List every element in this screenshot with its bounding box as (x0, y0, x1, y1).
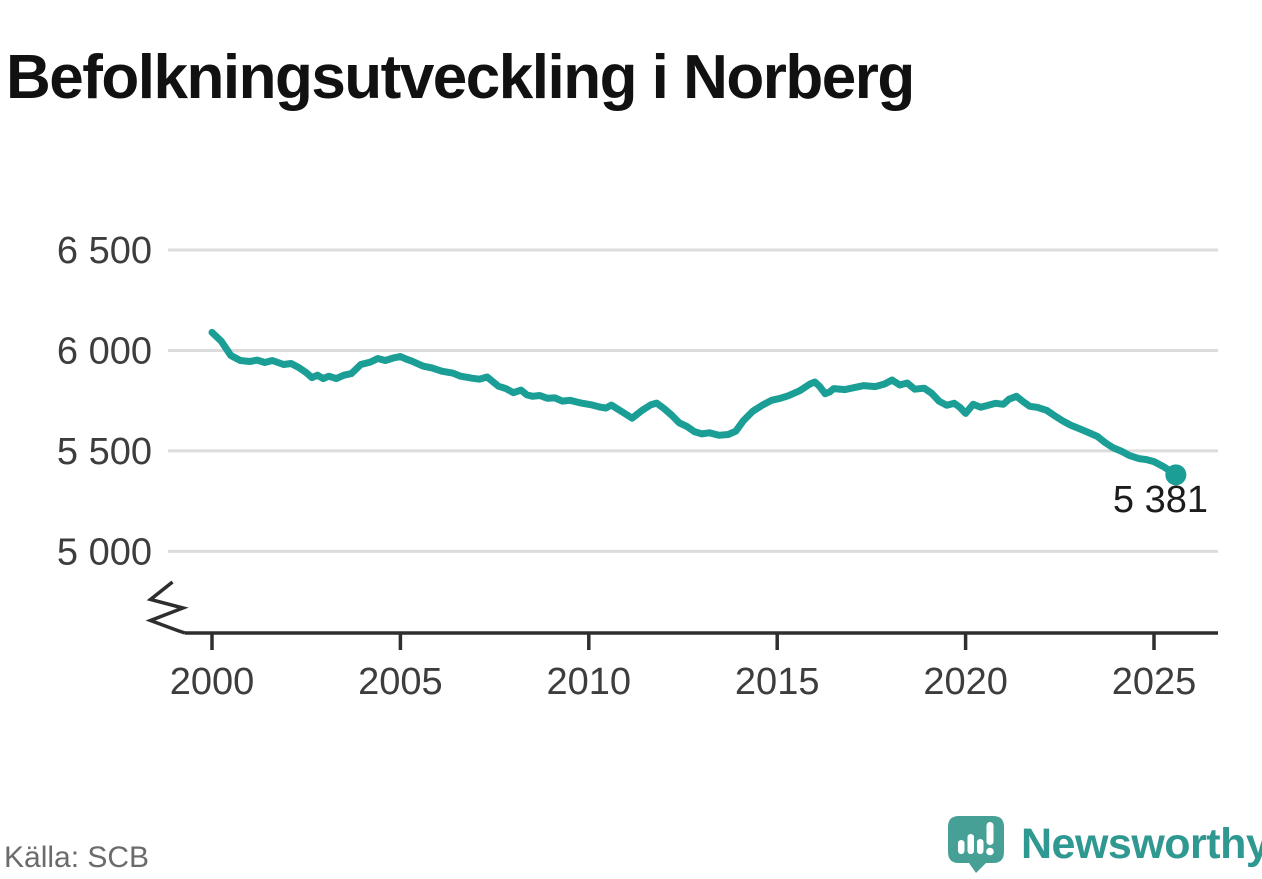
source-attribution: Källa: SCB (4, 841, 150, 874)
x-axis-tick-label: 2005 (358, 661, 443, 703)
newsworthy-speech-bubble-bar-chart-icon (948, 816, 1004, 873)
newsworthy-wordmark: Newsworthy (1021, 820, 1262, 868)
page-title: Befolkningsutveckling i Norberg (6, 42, 915, 112)
x-axis-tick-label: 2010 (547, 661, 632, 703)
latest-value-dot (1165, 464, 1187, 486)
y-axis-tick-label: 5 500 (57, 431, 152, 473)
population-series-line (208, 328, 1180, 479)
x-axis-tick-label: 2000 (170, 661, 255, 703)
latest-value-label: 5 381 (1113, 479, 1208, 521)
x-axis-tick-label: 2015 (735, 661, 820, 703)
y-axis-break-icon (145, 580, 189, 635)
newsworthy-logo: Newsworthy (945, 815, 1262, 873)
x-axis-tick-label: 2020 (923, 661, 1008, 703)
y-axis-tick-label: 5 000 (57, 531, 152, 573)
x-axis-tick-label: 2025 (1112, 661, 1197, 703)
y-axis-tick-label: 6 000 (57, 330, 152, 372)
y-axis-tick-label: 6 500 (57, 230, 152, 272)
